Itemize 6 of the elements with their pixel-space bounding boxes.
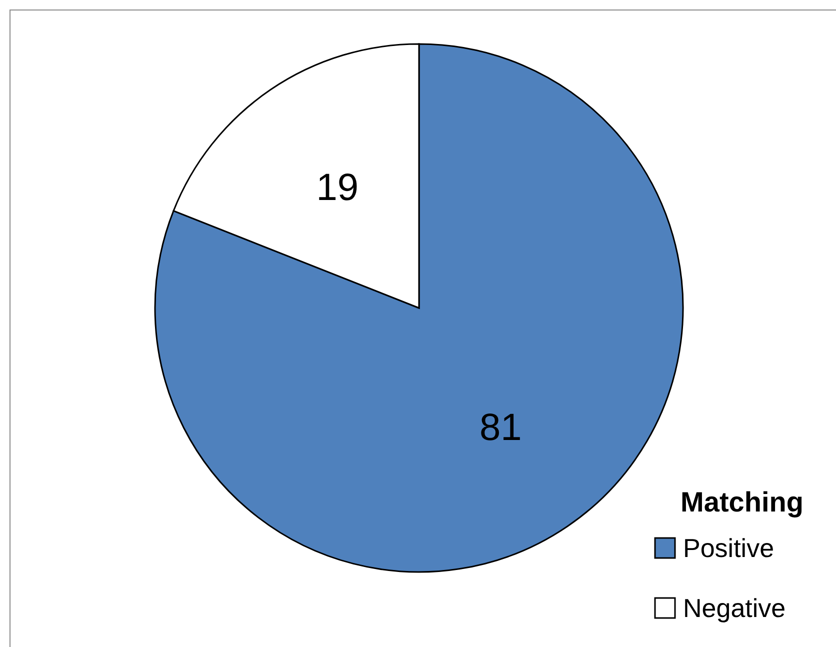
legend-label: Negative	[683, 593, 786, 623]
pie-slice	[154, 43, 684, 573]
legend-label: Positive	[683, 533, 774, 563]
data-label: 81	[479, 407, 522, 450]
legend-title: Matching	[680, 486, 804, 518]
data-label: 19	[316, 166, 359, 209]
